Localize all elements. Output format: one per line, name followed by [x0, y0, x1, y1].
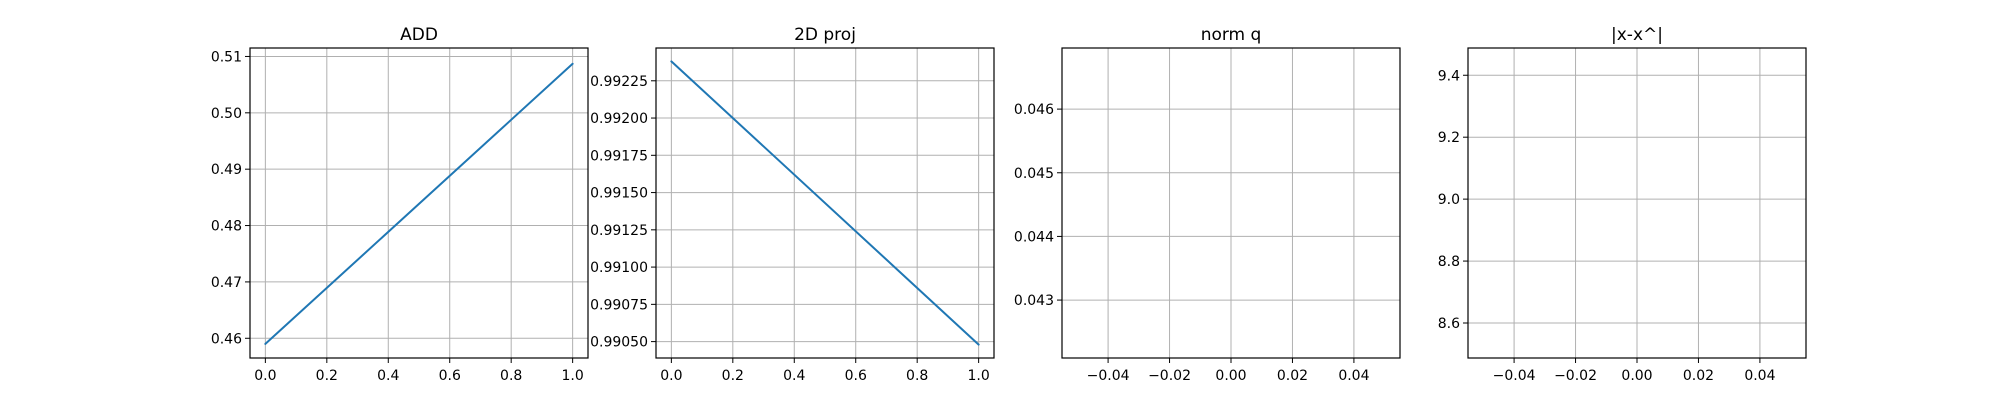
- subplot-title: |x-x^|: [1611, 25, 1663, 45]
- y-tick-label: 0.99175: [590, 148, 648, 164]
- y-tick-label: 0.50: [211, 106, 242, 122]
- y-tick-label: 0.99125: [590, 223, 648, 239]
- axes-frame: [249, 47, 589, 359]
- subplot-title: 2D proj: [794, 25, 856, 45]
- y-tick-label: 8.6: [1438, 316, 1460, 332]
- y-tick-label: 0.47: [211, 275, 242, 291]
- y-tick-label: 8.8: [1438, 254, 1460, 270]
- y-tick-label: 9.0: [1438, 192, 1460, 208]
- x-tick-label: −0.04: [1493, 368, 1536, 384]
- x-tick-label: 0.0: [660, 368, 682, 384]
- y-tick-label: 0.49: [211, 162, 242, 178]
- y-tick-label: 0.043: [1014, 293, 1054, 309]
- x-tick-label: 0.2: [722, 368, 744, 384]
- subplot-3: −0.04 −0.02 0.00 0.02 0.04 0.043 0.044 0.045 0.0…: [1014, 25, 1401, 384]
- y-tick-label: 9.2: [1438, 130, 1460, 146]
- y-tick-label: 0.48: [211, 219, 242, 235]
- y-tick-label: 0.99150: [590, 186, 648, 202]
- y-tick-label: 0.99200: [590, 111, 648, 127]
- y-tick-label: 0.51: [211, 49, 242, 65]
- x-tick-label: 1.0: [968, 368, 990, 384]
- y-tick-label: 0.99225: [590, 74, 648, 90]
- subplot-2: 0.0 0.2 0.4 0.6 0.8 1.0 0.99050 0.99075 0.99100 0…: [590, 25, 995, 384]
- data-line: [670, 60, 980, 346]
- subplot-4: −0.04 −0.02 0.00 0.02 0.04 8.6 8.8 9.0 9.2 9.4 |x-…: [1438, 25, 1807, 384]
- y-tick-label: 0.99100: [590, 260, 648, 276]
- x-tick-label: 0.00: [1621, 368, 1652, 384]
- x-tick-label: 0.02: [1683, 368, 1714, 384]
- x-tick-label: 0.8: [906, 368, 928, 384]
- x-tick-label: 0.8: [500, 368, 522, 384]
- subplot-1: 0.0 0.2 0.4 0.6 0.8 1.0 0.46 0.47 0.48 0.49 0.50 0.…: [211, 25, 589, 384]
- x-tick-label: 0.02: [1277, 368, 1308, 384]
- y-tick-label: 0.044: [1014, 229, 1054, 245]
- x-tick-label: −0.02: [1554, 368, 1597, 384]
- y-tick-label: 0.045: [1014, 166, 1054, 182]
- y-tick-label: 0.046: [1014, 102, 1054, 118]
- x-tick-label: −0.04: [1087, 368, 1130, 384]
- subplot-title: norm q: [1201, 25, 1262, 45]
- y-tick-label: 0.46: [211, 331, 242, 347]
- y-tick-label: 0.99050: [590, 335, 648, 351]
- x-tick-label: 0.2: [316, 368, 338, 384]
- x-tick-label: 0.04: [1338, 368, 1369, 384]
- x-tick-label: 0.6: [845, 368, 867, 384]
- x-tick-label: 0.4: [377, 368, 399, 384]
- x-tick-label: 1.0: [562, 368, 584, 384]
- data-line: [264, 62, 574, 345]
- axes-frame: [655, 47, 995, 359]
- x-tick-label: 0.6: [439, 368, 461, 384]
- x-tick-label: 0.4: [783, 368, 805, 384]
- x-tick-label: 0.04: [1744, 368, 1775, 384]
- x-tick-label: 0.0: [254, 368, 276, 384]
- y-tick-label: 9.4: [1438, 68, 1460, 84]
- subplot-title: ADD: [400, 25, 438, 45]
- x-tick-label: 0.00: [1215, 368, 1246, 384]
- y-tick-label: 0.99075: [590, 297, 648, 313]
- x-tick-label: −0.02: [1148, 368, 1191, 384]
